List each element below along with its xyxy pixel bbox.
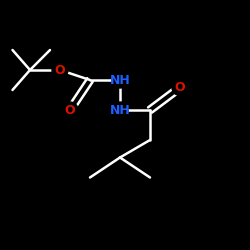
Text: NH: NH (110, 104, 130, 117)
Text: O: O (175, 81, 185, 94)
Text: O: O (65, 104, 75, 117)
Text: O: O (55, 64, 65, 76)
Circle shape (112, 102, 128, 118)
Text: NH: NH (110, 74, 130, 86)
Circle shape (112, 72, 128, 88)
Circle shape (172, 80, 188, 96)
Circle shape (62, 102, 78, 118)
Circle shape (52, 62, 68, 78)
